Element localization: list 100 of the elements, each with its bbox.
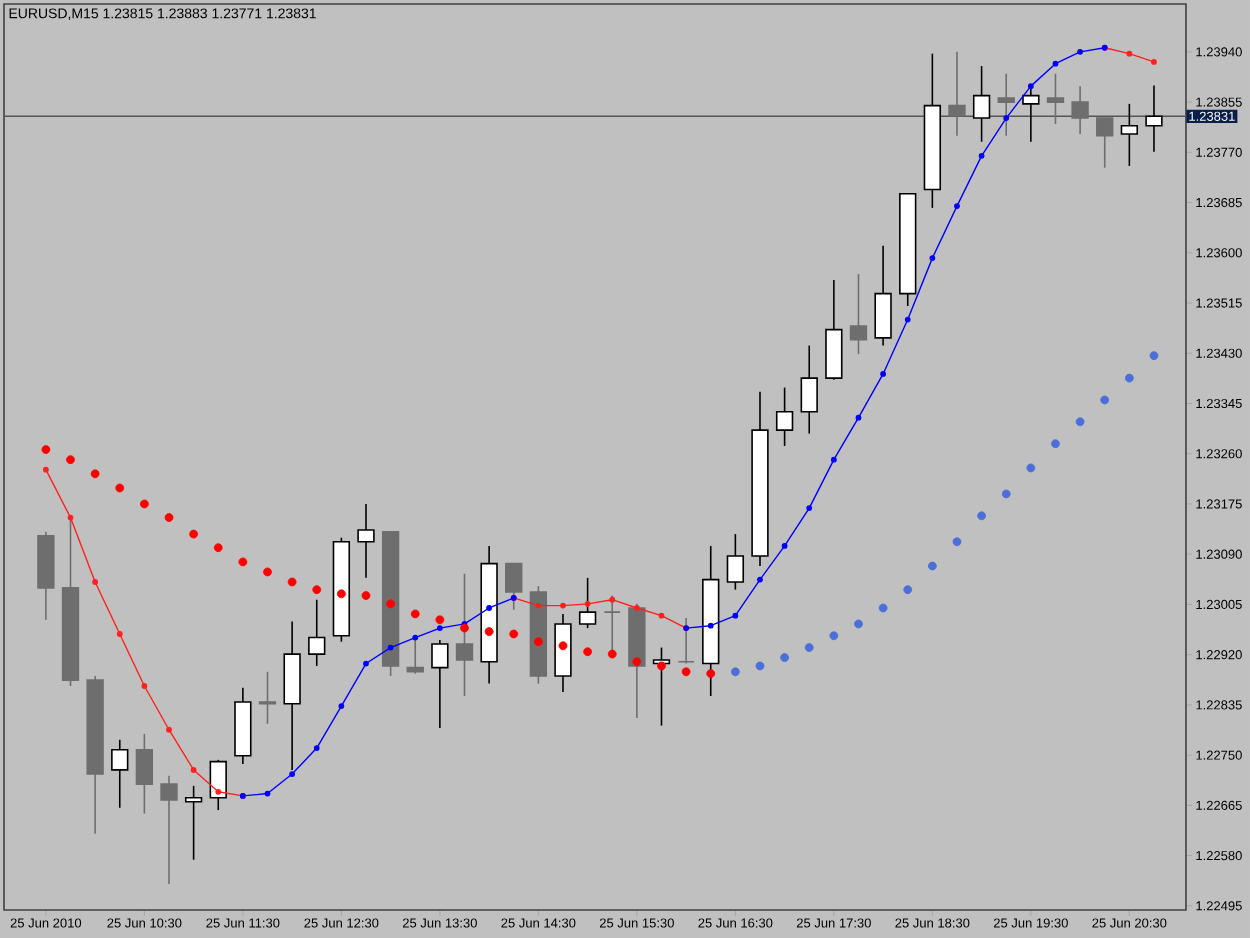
candlestick [1145, 84, 1163, 153]
candlestick [874, 244, 892, 347]
candlestick [258, 671, 277, 725]
point [215, 788, 222, 795]
point [363, 660, 369, 667]
point [632, 657, 642, 667]
point [1026, 463, 1036, 473]
point [904, 316, 911, 323]
point [978, 152, 985, 159]
candlestick [849, 273, 868, 355]
candlestick [209, 759, 227, 811]
point [289, 771, 296, 777]
point [313, 745, 320, 751]
point [287, 577, 297, 587]
candlestick [357, 503, 375, 579]
point [263, 567, 272, 577]
candlestick [308, 598, 326, 667]
point [878, 603, 888, 613]
point [92, 579, 99, 585]
point [558, 641, 568, 651]
point [658, 612, 665, 619]
candlestick [135, 733, 154, 815]
point [903, 585, 913, 595]
candlestick [455, 572, 474, 697]
point [484, 627, 494, 637]
point [189, 529, 199, 539]
point [607, 649, 617, 659]
point [780, 653, 790, 663]
candlestick [184, 785, 203, 861]
candlestick [800, 344, 818, 435]
point [1027, 83, 1034, 90]
point [141, 683, 148, 689]
point [560, 602, 566, 609]
candlestick [1120, 103, 1139, 167]
point [657, 661, 666, 671]
point [707, 622, 714, 629]
point [1124, 373, 1134, 383]
point [952, 537, 962, 547]
point [829, 631, 839, 641]
point [755, 661, 765, 671]
candlestick [111, 738, 129, 809]
point [730, 667, 740, 677]
candlestick [972, 65, 991, 143]
point [213, 543, 223, 553]
candlestick [578, 577, 597, 629]
candlestick [431, 639, 449, 729]
point [361, 591, 371, 600]
candlestick [603, 594, 621, 655]
point [41, 445, 51, 454]
point [115, 483, 125, 493]
point [927, 561, 937, 571]
point [1001, 489, 1011, 499]
point [954, 203, 960, 210]
point [312, 585, 322, 595]
point [338, 703, 345, 709]
point [584, 600, 591, 607]
point [386, 599, 396, 609]
point [583, 647, 593, 657]
point [190, 767, 197, 773]
point [609, 596, 616, 603]
point [806, 505, 813, 511]
candlestick [775, 386, 794, 447]
point [706, 669, 716, 678]
point [116, 631, 123, 637]
candlestick [160, 775, 178, 885]
point [732, 612, 739, 619]
point [1126, 50, 1133, 57]
point [410, 609, 420, 619]
point [42, 466, 49, 473]
candlestick [1096, 117, 1114, 169]
point [757, 576, 763, 583]
point [854, 619, 863, 629]
point [435, 615, 445, 625]
point [830, 456, 837, 463]
point [1100, 395, 1110, 405]
point [66, 455, 75, 465]
point [781, 543, 788, 549]
candlestick [948, 51, 966, 137]
point [1052, 60, 1059, 67]
candlestick [1022, 85, 1040, 143]
point [164, 513, 174, 522]
point [1151, 59, 1157, 65]
point [436, 625, 443, 631]
point [804, 643, 814, 652]
point [681, 667, 691, 677]
point [387, 644, 394, 651]
candlestick [726, 533, 745, 591]
point [855, 414, 862, 421]
point [336, 589, 346, 599]
point [67, 514, 74, 521]
point [1077, 48, 1083, 55]
point [264, 790, 271, 797]
point [139, 499, 149, 509]
point [90, 469, 100, 479]
point [1051, 439, 1060, 449]
point [929, 255, 936, 262]
candlestick [997, 72, 1015, 137]
point [509, 629, 519, 639]
point [880, 371, 887, 377]
point [166, 726, 172, 733]
